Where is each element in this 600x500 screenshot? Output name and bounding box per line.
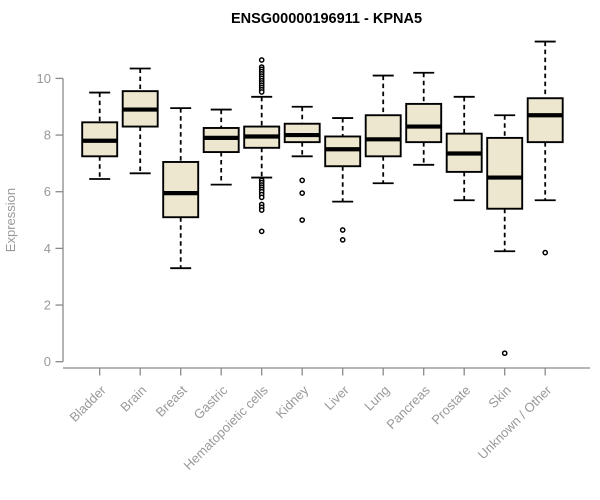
y-axis-title: Expression bbox=[3, 188, 18, 252]
x-tick-label: Breast bbox=[153, 382, 190, 419]
outlier-point bbox=[299, 190, 306, 196]
box-pancreas bbox=[405, 102, 443, 144]
outlier-point bbox=[501, 350, 508, 357]
outlier-point bbox=[258, 89, 265, 95]
box-kidney bbox=[283, 122, 321, 144]
x-tick-label: Bladder bbox=[67, 382, 110, 425]
x-tick-label: Prostate bbox=[428, 383, 473, 428]
y-tick-label: 10 bbox=[37, 71, 51, 86]
outlier-point bbox=[258, 207, 265, 213]
x-tick-label: Kidney bbox=[273, 382, 312, 421]
x-tick-label: Unknown / Other bbox=[475, 382, 555, 462]
box-lung bbox=[364, 114, 402, 158]
outlier-point bbox=[258, 57, 265, 63]
outlier-point bbox=[542, 249, 549, 256]
outlier-point bbox=[339, 237, 346, 243]
box-gastric bbox=[202, 127, 240, 154]
box-unknown-other bbox=[526, 97, 564, 144]
y-tick-label: 8 bbox=[44, 128, 51, 143]
outlier-point bbox=[258, 228, 265, 235]
y-tick-label: 4 bbox=[44, 241, 51, 256]
x-tick-label: Gastric bbox=[191, 382, 231, 422]
y-tick-label: 6 bbox=[44, 184, 51, 199]
x-tick-label: Brain bbox=[117, 383, 149, 415]
box-liver bbox=[324, 135, 362, 168]
y-tick-label: 2 bbox=[44, 298, 51, 313]
y-tick-label: 0 bbox=[44, 354, 51, 369]
box-breast bbox=[162, 161, 200, 219]
outlier-point bbox=[299, 177, 306, 184]
x-tick-label: Liver bbox=[321, 382, 352, 413]
x-tick-label: Skin bbox=[485, 383, 513, 411]
chart-title: ENSG00000196911 - KPNA5 bbox=[231, 11, 422, 27]
x-tick-label: Pancreas bbox=[383, 382, 433, 432]
outlier-point bbox=[258, 194, 265, 201]
outlier-point bbox=[299, 217, 306, 223]
box-skin bbox=[486, 136, 524, 210]
x-tick-label: Lung bbox=[361, 383, 392, 414]
outlier-point bbox=[339, 227, 346, 233]
